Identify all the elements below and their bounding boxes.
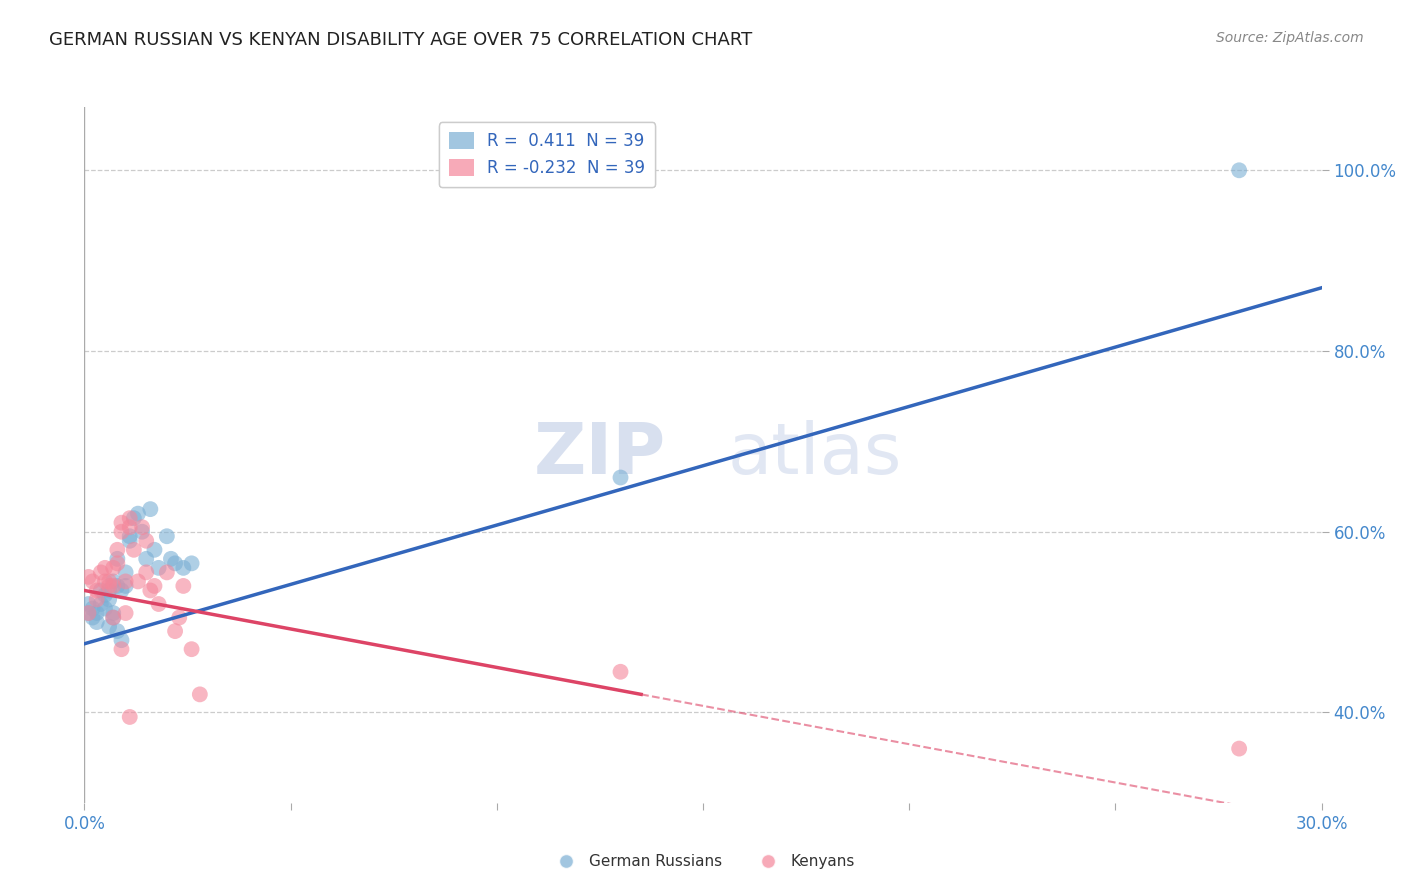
Point: [143, 542, 166, 557]
Point: [172, 561, 194, 575]
Text: atlas: atlas: [728, 420, 903, 490]
Point: [94, 574, 117, 589]
Point: [118, 511, 141, 525]
Point: [122, 542, 145, 557]
Point: [77, 606, 100, 620]
Point: [98, 583, 121, 598]
Point: [122, 511, 145, 525]
Point: [139, 502, 162, 516]
Point: [131, 524, 153, 539]
Point: [609, 665, 631, 679]
Point: [148, 561, 170, 575]
Point: [118, 533, 141, 548]
Point: [82, 610, 104, 624]
Point: [118, 529, 141, 543]
Point: [94, 561, 117, 575]
Point: [127, 574, 149, 589]
Point: [127, 507, 149, 521]
Point: [188, 687, 211, 701]
Point: [114, 574, 136, 589]
Point: [143, 579, 166, 593]
Point: [114, 606, 136, 620]
Point: [180, 642, 202, 657]
Point: [118, 520, 141, 534]
Point: [110, 583, 132, 598]
Point: [105, 551, 128, 566]
Point: [90, 566, 112, 580]
Legend: R =  0.411  N = 39, R = -0.232  N = 39: R = 0.411 N = 39, R = -0.232 N = 39: [439, 122, 655, 187]
Point: [98, 592, 121, 607]
Point: [1227, 741, 1250, 756]
Point: [86, 606, 108, 620]
Point: [139, 583, 162, 598]
Text: GERMAN RUSSIAN VS KENYAN DISABILITY AGE OVER 75 CORRELATION CHART: GERMAN RUSSIAN VS KENYAN DISABILITY AGE …: [49, 31, 752, 49]
Point: [86, 583, 108, 598]
Point: [103, 574, 125, 589]
Point: [90, 583, 112, 598]
Point: [110, 633, 132, 648]
Point: [156, 566, 179, 580]
Point: [90, 597, 112, 611]
Point: [94, 601, 117, 615]
Point: [105, 557, 128, 571]
Point: [82, 574, 104, 589]
Legend: German Russians, Kenyans: German Russians, Kenyans: [544, 848, 862, 875]
Point: [148, 597, 170, 611]
Point: [94, 588, 117, 602]
Point: [105, 579, 128, 593]
Point: [103, 561, 125, 575]
Point: [110, 524, 132, 539]
Point: [98, 579, 121, 593]
Point: [86, 592, 108, 607]
Point: [165, 624, 187, 639]
Point: [160, 551, 183, 566]
Point: [110, 642, 132, 657]
Point: [86, 615, 108, 629]
Point: [103, 610, 125, 624]
Point: [77, 570, 100, 584]
Point: [82, 601, 104, 615]
Point: [105, 624, 128, 639]
Point: [172, 579, 194, 593]
Point: [135, 551, 157, 566]
Point: [1227, 163, 1250, 178]
Point: [110, 516, 132, 530]
Point: [167, 610, 190, 624]
Text: Source: ZipAtlas.com: Source: ZipAtlas.com: [1216, 31, 1364, 45]
Point: [114, 579, 136, 593]
Text: ZIP: ZIP: [534, 420, 666, 490]
Point: [103, 579, 125, 593]
Point: [77, 597, 100, 611]
Point: [118, 710, 141, 724]
Point: [98, 619, 121, 633]
Point: [609, 470, 631, 484]
Point: [98, 574, 121, 589]
Point: [105, 542, 128, 557]
Point: [103, 610, 125, 624]
Point: [114, 566, 136, 580]
Point: [77, 606, 100, 620]
Point: [156, 529, 179, 543]
Point: [180, 557, 202, 571]
Point: [165, 557, 187, 571]
Point: [103, 606, 125, 620]
Point: [131, 520, 153, 534]
Point: [135, 566, 157, 580]
Point: [135, 533, 157, 548]
